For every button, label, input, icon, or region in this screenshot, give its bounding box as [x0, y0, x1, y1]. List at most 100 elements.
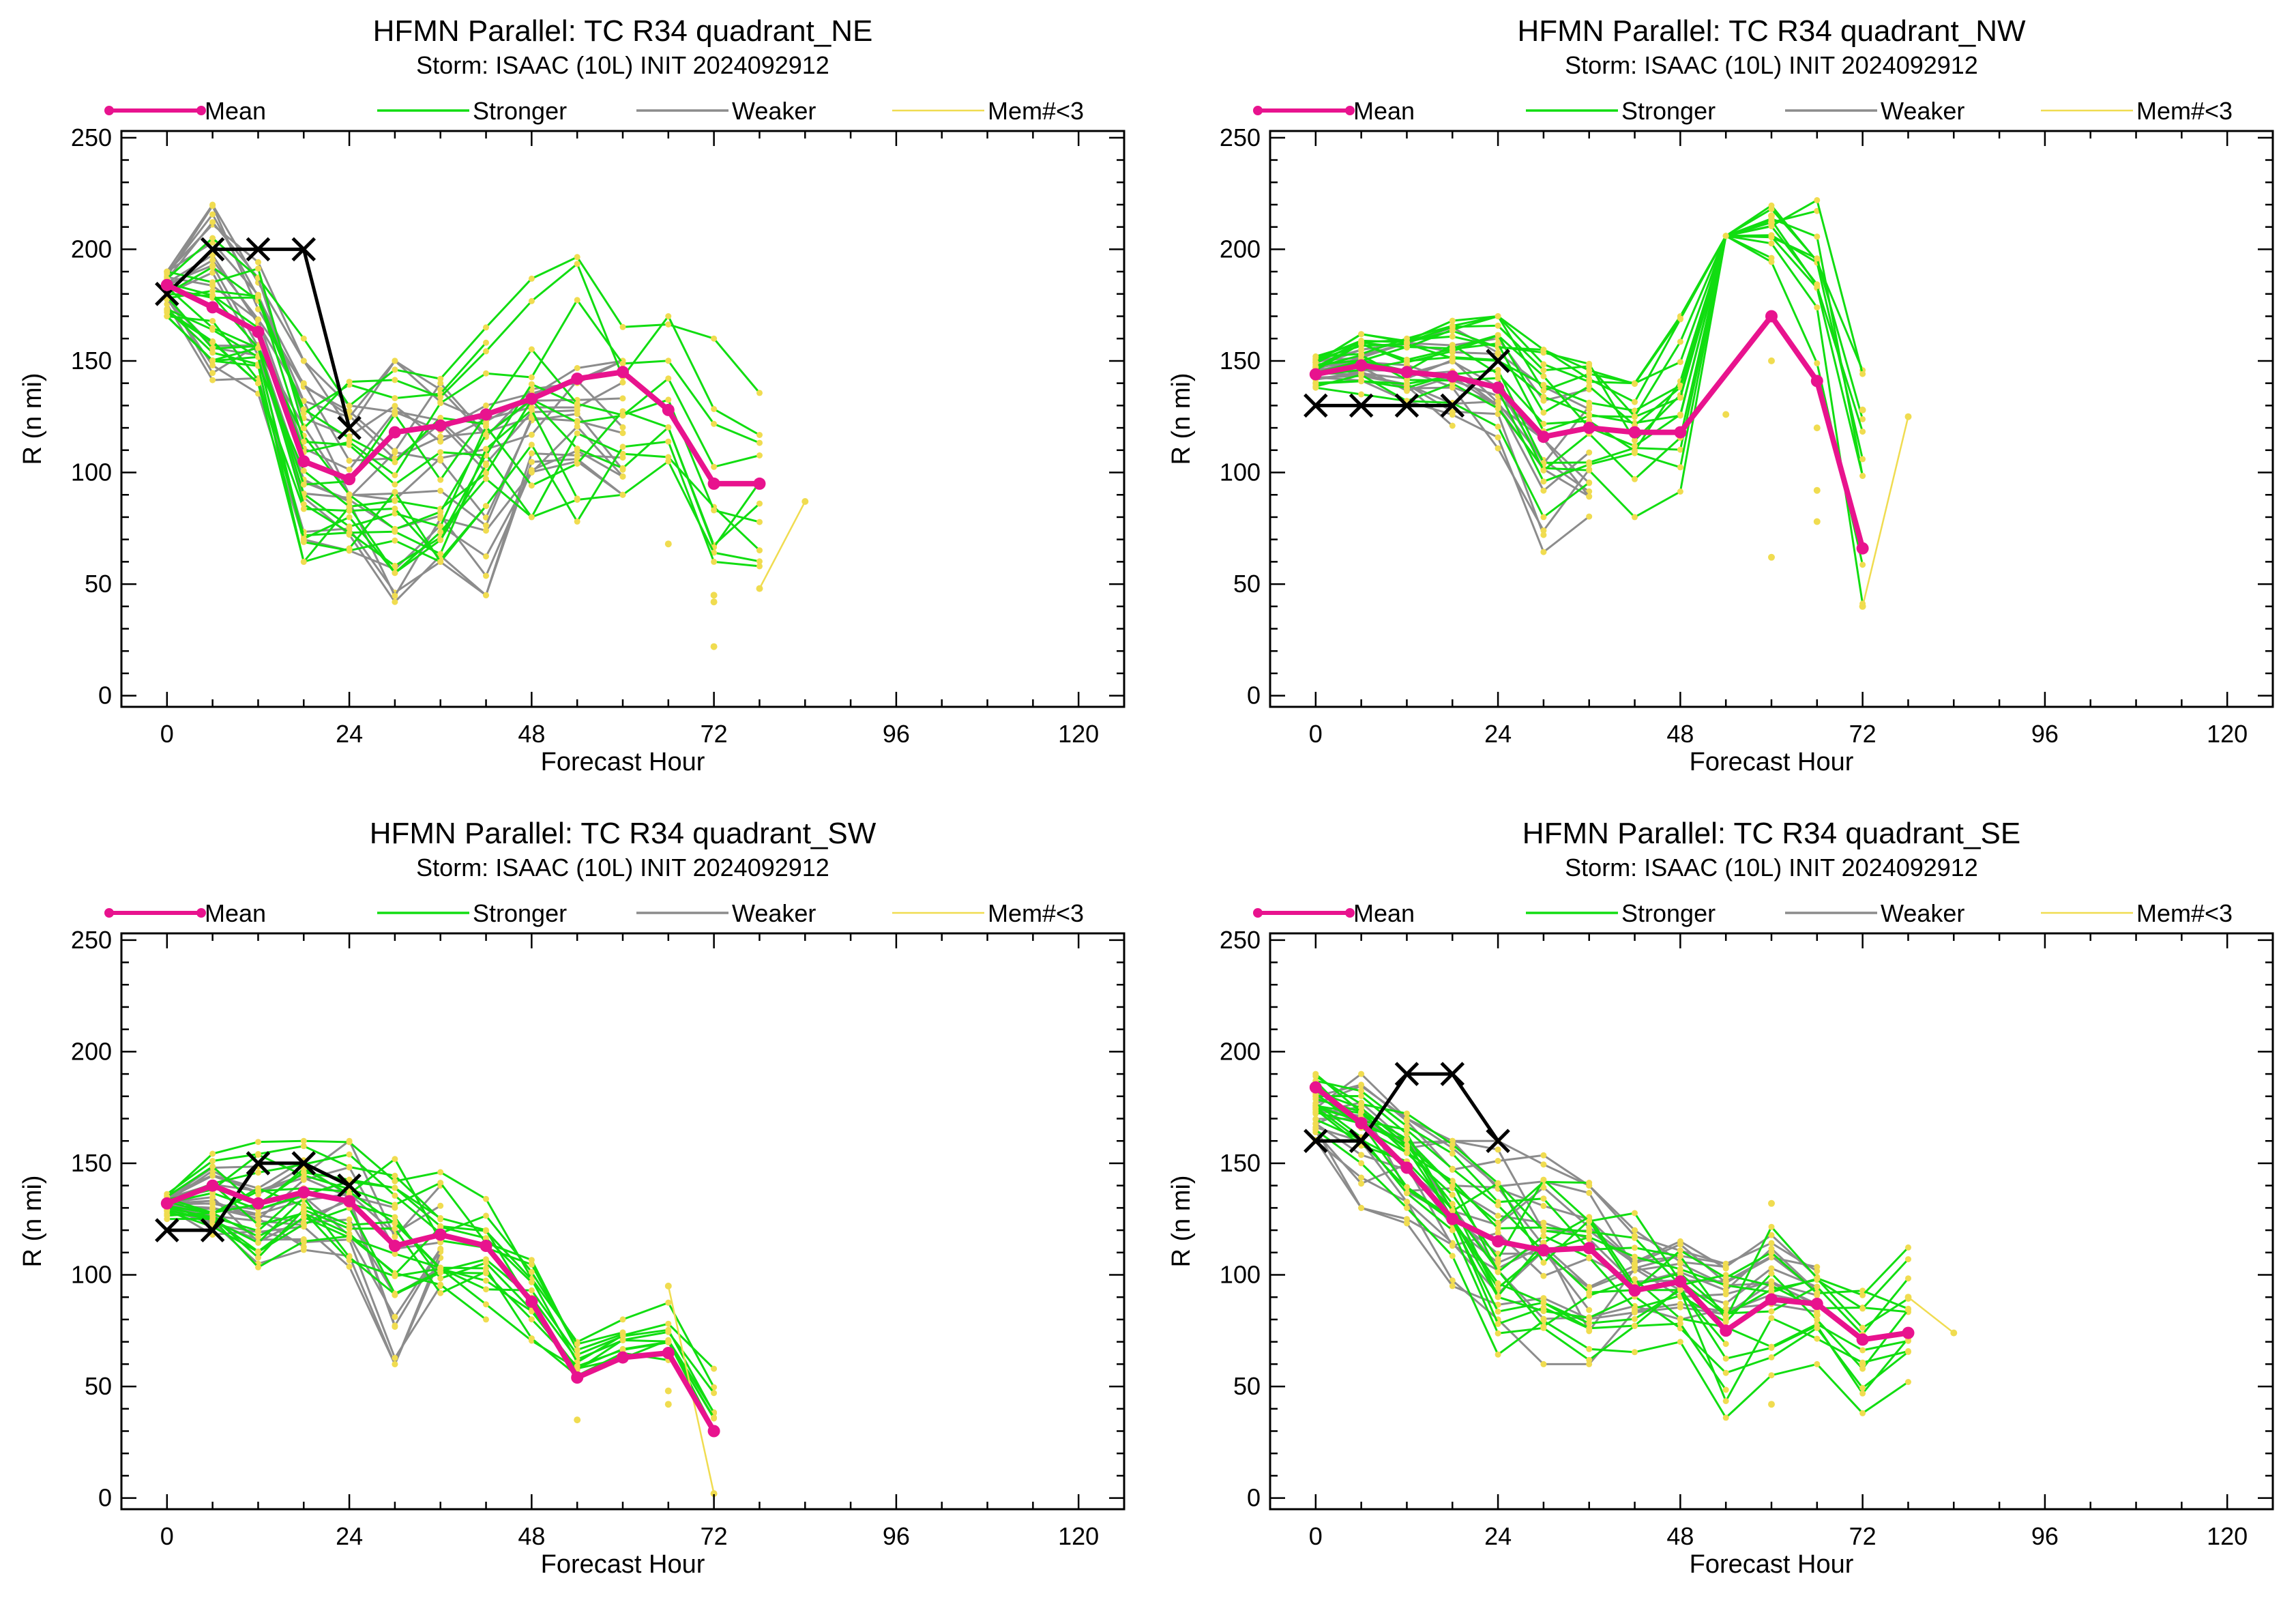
x-tick-label: 96: [2031, 720, 2059, 748]
member-point: [574, 1347, 580, 1353]
member-point: [574, 495, 580, 502]
y-tick-label: 0: [98, 682, 112, 710]
legend-label-mem: Mem#<3: [988, 899, 1084, 927]
member-point: [619, 474, 626, 480]
x-tick-label: 120: [1058, 1522, 1099, 1550]
member-point: [1540, 394, 1547, 400]
best-track-marker: [246, 237, 271, 262]
legend-label-mem: Mem#<3: [2136, 899, 2233, 927]
y-tick-label: 100: [1220, 1261, 1261, 1289]
mean-point: [1355, 359, 1368, 372]
member-point: [1540, 1195, 1547, 1202]
member-point: [574, 419, 580, 426]
chart-legend: Mean Stronger Weaker Mem#<3: [104, 899, 1084, 927]
member-point: [209, 318, 216, 324]
best-track-marker: [1304, 393, 1328, 418]
member-point: [255, 1227, 261, 1234]
chart-panel: HFMN Parallel: TC R34 quadrant_NE Storm: …: [18, 14, 1125, 776]
y-axis-label: R (n mi): [18, 373, 47, 465]
chart-title: HFMN Parallel: TC R34 quadrant_SE: [1522, 817, 2020, 850]
member-point: [1495, 370, 1501, 377]
member-point: [1722, 1312, 1729, 1319]
member-point: [392, 395, 398, 402]
stronger-member-line: [166, 289, 578, 486]
member-point: [1677, 382, 1683, 389]
member-point: [1495, 1180, 1501, 1186]
member-point: [1859, 562, 1866, 568]
member-point: [1722, 1300, 1729, 1307]
mem-point: [574, 1416, 581, 1424]
stronger-member-line: [166, 262, 761, 436]
mean-point: [617, 1351, 629, 1364]
member-point: [392, 1220, 398, 1227]
best-track-x-stroke: [155, 1218, 179, 1242]
member-point: [574, 254, 580, 261]
mean-point: [160, 1197, 173, 1210]
member-point: [1358, 1101, 1365, 1107]
member-point: [1586, 1325, 1593, 1332]
member-point: [300, 425, 307, 432]
legend-mean-marker: [1253, 908, 1263, 918]
member-point: [528, 469, 535, 476]
member-point: [1586, 399, 1593, 406]
member-point: [392, 481, 398, 488]
member-point: [1768, 254, 1775, 261]
mean-point: [1309, 368, 1322, 381]
member-point: [1814, 196, 1821, 203]
mean-point: [1810, 375, 1823, 388]
member-point: [392, 472, 398, 478]
member-point: [1358, 378, 1365, 385]
member-point: [300, 398, 307, 405]
member-point: [437, 1180, 444, 1186]
member-point: [300, 380, 307, 387]
y-tick-label: 250: [71, 926, 112, 954]
member-point: [1814, 1360, 1821, 1367]
member-point: [619, 1337, 626, 1343]
best-track-x-stroke: [1394, 393, 1419, 418]
stronger-member-line: [1315, 1079, 1909, 1321]
member-point: [1449, 1277, 1456, 1284]
member-point: [437, 537, 444, 544]
member-point: [1586, 1218, 1593, 1225]
member-point: [1632, 1253, 1638, 1260]
mem-point: [1813, 518, 1821, 525]
weaker-member-line: [1314, 1139, 1818, 1320]
member-point: [1404, 1110, 1410, 1117]
member-point: [1768, 1315, 1775, 1322]
member-point: [1495, 1202, 1501, 1208]
member-point: [1540, 1184, 1547, 1191]
member-point: [392, 411, 398, 418]
best-track-x-stroke: [337, 416, 362, 440]
member-point: [1677, 446, 1683, 453]
member-point: [574, 400, 580, 407]
member-point: [528, 275, 535, 282]
member-point: [1358, 1081, 1365, 1088]
stronger-member-line: [166, 1217, 487, 1321]
member-point: [209, 1217, 216, 1223]
member-point: [1495, 1280, 1501, 1287]
member-point: [1768, 1240, 1775, 1247]
member-point: [483, 476, 489, 482]
y-tick-label: 50: [85, 570, 112, 598]
mem-point: [1859, 1360, 1866, 1368]
legend-label-stronger: Stronger: [1621, 899, 1716, 927]
member-point: [1540, 1227, 1547, 1234]
mem-point: [1768, 219, 1775, 227]
member-point: [346, 508, 353, 514]
member-point: [483, 1286, 489, 1293]
chart-subtitle: Storm: ISAAC (10L) INIT 2024092912: [416, 854, 829, 882]
member-point: [392, 1192, 398, 1199]
member-point: [528, 374, 535, 381]
best-track-x-stroke: [1349, 393, 1374, 418]
member-point: [711, 420, 718, 427]
member-point: [1586, 493, 1593, 500]
chart-panel: HFMN Parallel: TC R34 quadrant_SW Storm: …: [18, 817, 1125, 1579]
stronger-member-line: [1314, 1102, 1727, 1390]
member-point: [1814, 1264, 1821, 1270]
plot-area: [155, 1137, 720, 1498]
best-track-x-stroke: [1304, 1128, 1328, 1154]
best-track-marker: [291, 1151, 317, 1176]
x-tick-label: 0: [1309, 1522, 1323, 1550]
mem-point: [664, 540, 672, 548]
member-point: [1540, 409, 1547, 416]
